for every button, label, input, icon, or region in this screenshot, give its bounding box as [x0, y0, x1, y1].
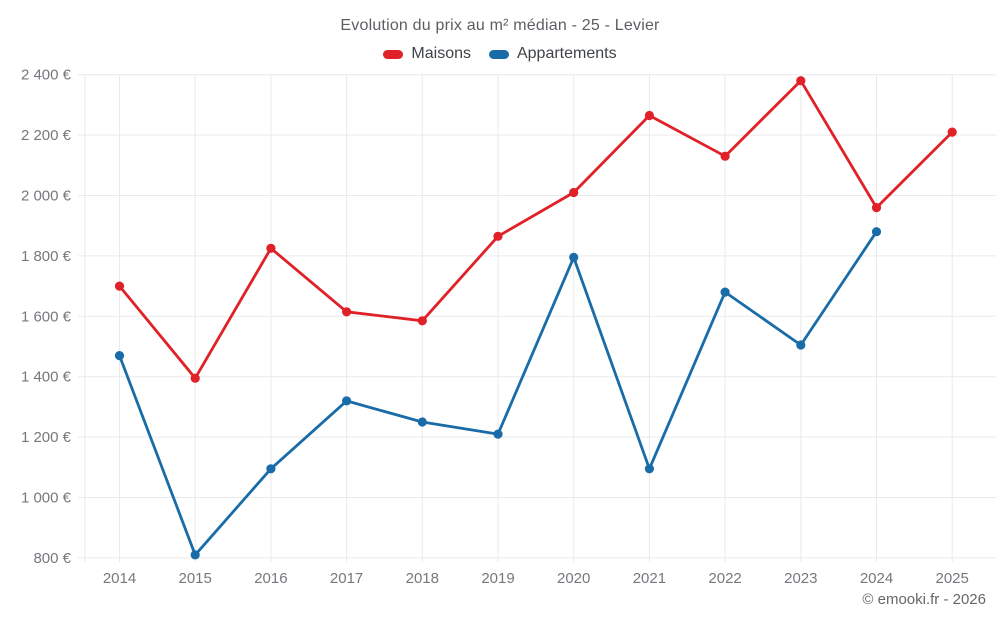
legend-swatch-icon [383, 49, 404, 59]
maisons-point [493, 231, 503, 241]
appartements-point [720, 287, 730, 297]
appartements-point [417, 417, 427, 427]
x-tick-label: 2018 [406, 570, 439, 587]
y-tick-label: 800 € [33, 550, 71, 567]
chart-legend: Maisons Appartements [0, 45, 1000, 63]
appartements-point [569, 252, 579, 262]
x-tick-label: 2015 [179, 570, 212, 587]
legend-item-maisons[interactable]: Maisons [383, 45, 471, 63]
appartements-point [190, 550, 200, 560]
maisons-point [720, 151, 730, 161]
y-tick-label: 2 200 € [21, 127, 72, 144]
y-tick-label: 1 800 € [21, 248, 72, 265]
x-tick-label: 2019 [481, 570, 514, 587]
legend-label: Appartements [516, 45, 617, 62]
x-tick-label: 2022 [708, 570, 741, 587]
y-tick-label: 1 000 € [21, 490, 72, 507]
chart-title: Evolution du prix au m² médian - 25 - Le… [340, 17, 660, 34]
appartements-point [266, 464, 276, 474]
y-tick-label: 2 400 € [21, 67, 72, 84]
legend-swatch-icon [488, 49, 509, 59]
appartements-point [796, 340, 806, 350]
maisons-point [266, 243, 276, 253]
x-tick-label: 2017 [330, 570, 363, 587]
maisons-line [118, 79, 954, 380]
y-tick-label: 1 600 € [21, 308, 72, 325]
appartements-point [871, 227, 882, 237]
appartements-point [493, 429, 503, 439]
x-tick-label: 2025 [936, 570, 969, 587]
maisons-point [114, 281, 125, 291]
maisons-point [871, 203, 882, 213]
legend-label: Maisons [411, 45, 471, 62]
maisons-point [190, 373, 200, 383]
maisons-point [947, 127, 957, 137]
appartements-point [644, 464, 655, 474]
x-tick-label: 2023 [784, 570, 817, 587]
appartements-point [114, 351, 125, 361]
copyright-footer: © emooki.fr - 2026 [862, 591, 986, 608]
maisons-point [569, 187, 579, 198]
y-tick-label: 2 000 € [21, 188, 72, 205]
maisons-point [417, 316, 427, 326]
legend-item-appartements[interactable]: Appartements [488, 45, 617, 63]
appartements-point [342, 396, 352, 406]
maisons-point [644, 110, 655, 121]
maisons-point [342, 307, 352, 317]
x-tick-label: 2014 [103, 570, 136, 587]
x-tick-label: 2016 [254, 570, 287, 587]
y-tick-label: 1 200 € [21, 429, 72, 446]
x-tick-label: 2024 [860, 570, 893, 587]
y-tick-label: 1 400 € [21, 369, 72, 386]
x-tick-label: 2021 [633, 570, 666, 587]
x-tick-label: 2020 [557, 570, 590, 587]
maisons-point [796, 76, 806, 86]
